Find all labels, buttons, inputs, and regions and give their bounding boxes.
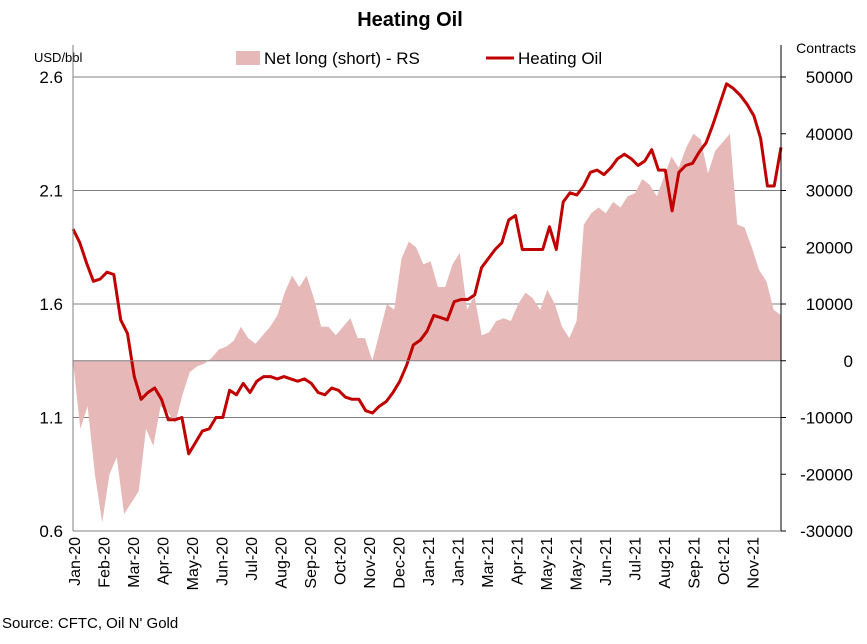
left-tick-label: 1.6 xyxy=(39,295,63,314)
x-tick-label: Mar-20 xyxy=(126,537,143,588)
x-tick-label: Oct-21 xyxy=(716,537,733,585)
heating-oil-line-series xyxy=(71,82,783,456)
x-tick-label: Jun-21 xyxy=(598,537,615,586)
x-tick-label: Jan-20 xyxy=(67,537,84,586)
x-tick-label: Sep-21 xyxy=(687,537,704,589)
x-tick-label: Aug-21 xyxy=(657,537,674,589)
right-tick-label: 30000 xyxy=(806,182,853,201)
right-tick-label: 20000 xyxy=(806,238,853,257)
source-note: Source: CFTC, Oil N' Gold xyxy=(2,615,178,632)
legend-label-heating-oil: Heating Oil xyxy=(518,49,602,68)
legend-label-net-long: Net long (short) - RS xyxy=(264,49,420,68)
x-tick-label: Mar-21 xyxy=(480,537,497,588)
x-tick-label: Sep-20 xyxy=(303,537,320,589)
right-tick-label: 0 xyxy=(844,352,853,371)
x-tick-label: Jan-21 xyxy=(451,537,468,586)
left-tick-label: 2.1 xyxy=(39,182,63,201)
legend: Net long (short) - RS Heating Oil xyxy=(236,49,602,68)
x-tick-label: Nov-20 xyxy=(362,537,379,589)
right-tick-label: 40000 xyxy=(806,125,853,144)
x-tick-label: May-21 xyxy=(569,537,586,590)
x-tick-label: Jun-20 xyxy=(215,537,232,586)
x-tick-label: Aug-20 xyxy=(274,537,291,589)
x-tick-label: Jul-20 xyxy=(244,537,261,581)
left-tick-label: 1.1 xyxy=(39,409,63,428)
x-tick-label: May-21 xyxy=(539,537,556,590)
right-tick-label: -10000 xyxy=(800,409,853,428)
right-axis-ticks: -30000 -20000 -10000 0 10000 20000 30000 40000 5… xyxy=(781,68,853,541)
left-tick-label: 0.6 xyxy=(39,522,63,541)
right-tick-label: 50000 xyxy=(806,68,853,87)
right-tick-label: -20000 xyxy=(800,465,853,484)
x-tick-label: Oct-20 xyxy=(333,537,350,585)
x-tick-label: Nov-21 xyxy=(746,537,763,589)
right-tick-label: -30000 xyxy=(800,522,853,541)
left-axis-unit: USD/bbl xyxy=(34,50,83,65)
x-tick-label: Apr-21 xyxy=(510,537,527,585)
chart-title: Heating Oil xyxy=(357,9,463,31)
x-tick-label: Dec-20 xyxy=(392,537,409,589)
x-tick-label: Feb-20 xyxy=(97,537,114,588)
heating-oil-line xyxy=(71,82,783,456)
legend-swatch-net-long xyxy=(236,51,260,65)
left-tick-label: 2.6 xyxy=(39,68,63,87)
left-axis-ticks: 0.6 1.1 1.6 2.1 2.6 xyxy=(39,68,63,541)
right-axis-unit: Contracts xyxy=(796,40,856,56)
right-tick-label: 10000 xyxy=(806,295,853,314)
x-tick-label: Jul-21 xyxy=(628,537,645,581)
x-axis-ticks: Jan-20 Feb-20 Mar-20 Apr-20 May-20 Jun-20 Jul-… xyxy=(67,537,763,590)
x-tick-label: Jan-21 xyxy=(421,537,438,586)
x-tick-label: May-20 xyxy=(185,537,202,590)
x-tick-label: Apr-20 xyxy=(156,537,173,585)
axes xyxy=(72,45,782,532)
